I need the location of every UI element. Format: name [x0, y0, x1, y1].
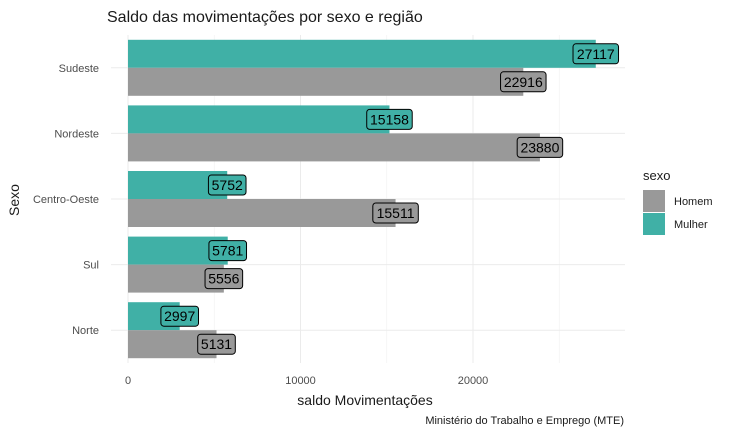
data-label-box [204, 268, 244, 290]
data-label-centro-oeste-homem: 15511 [372, 202, 419, 224]
data-label-box [207, 174, 247, 196]
bar-nordeste-mulher [128, 105, 390, 134]
legend-title: sexo [643, 168, 670, 183]
data-labels: 2997 5131 5781 5556 5752 15511 15158 23880 27117… [160, 43, 620, 355]
data-label-box [500, 71, 547, 93]
x-tick-label: 20000 [458, 375, 489, 387]
data-label-box [366, 108, 413, 130]
data-label-nordeste-homem: 23880 [516, 136, 564, 158]
y-tick-label-sul: Sul [83, 260, 99, 272]
data-label-text: 5781 [212, 243, 243, 259]
y-tick-label-nordeste: Nordeste [54, 128, 99, 140]
chart-title: Saldo das movimentações por sexo e regiã… [107, 9, 423, 26]
data-label-nordeste-mulher: 15158 [366, 108, 413, 130]
bar-sudeste-homem [128, 67, 524, 96]
data-label-box [516, 136, 564, 158]
bar-centro-oeste-homem [128, 199, 396, 227]
y-tick-label-norte: Norte [72, 325, 99, 337]
data-label-text: 23880 [520, 139, 559, 155]
data-label-text: 22916 [504, 74, 543, 90]
data-label-norte-homem: 5131 [197, 333, 236, 355]
data-label-sul-mulher: 5781 [208, 240, 248, 262]
data-label-box [572, 43, 620, 65]
data-label-text: 2997 [164, 308, 195, 324]
bar-sudeste-mulher [128, 39, 596, 68]
x-tick-label: 0 [125, 375, 131, 387]
data-label-text: 15511 [377, 205, 415, 221]
chart-caption: Ministério do Trabalho e Emprego (MTE) [425, 415, 624, 427]
data-label-norte-mulher: 2997 [160, 305, 199, 327]
legend-key-homem [643, 190, 665, 212]
legend-label-mulher: Mulher [674, 219, 708, 231]
data-label-text: 5556 [208, 271, 239, 287]
y-axis-title: Sexo [6, 184, 22, 216]
y-tick-labels: Norte Sul Centro-Oeste Nordeste Sudeste [33, 63, 99, 337]
data-label-text: 15158 [370, 111, 409, 127]
data-label-box [208, 240, 248, 262]
y-tick-label-sudeste: Sudeste [59, 63, 99, 75]
data-label-box [160, 305, 199, 327]
data-label-text: 5752 [212, 177, 243, 193]
data-label-text: 5131 [201, 336, 232, 352]
data-label-sudeste-mulher: 27117 [572, 43, 620, 65]
data-label-centro-oeste-mulher: 5752 [207, 174, 247, 196]
legend-key-mulher [643, 213, 665, 235]
y-tick-label-centro-oeste: Centro-Oeste [33, 194, 99, 206]
data-label-sul-homem: 5556 [204, 268, 244, 290]
x-axis-title: saldo Movimentações [297, 392, 432, 408]
x-tick-label: 10000 [285, 375, 316, 387]
legend-label-homem: Homem [674, 196, 713, 208]
x-tick-labels: 0 10000 20000 [125, 375, 488, 387]
data-label-text: 27117 [577, 46, 615, 62]
data-label-sudeste-homem: 22916 [500, 71, 547, 93]
data-label-box [197, 333, 236, 355]
legend: sexo Homem Mulher [643, 168, 713, 235]
data-label-box [372, 202, 419, 224]
bar-nordeste-homem [128, 133, 540, 162]
